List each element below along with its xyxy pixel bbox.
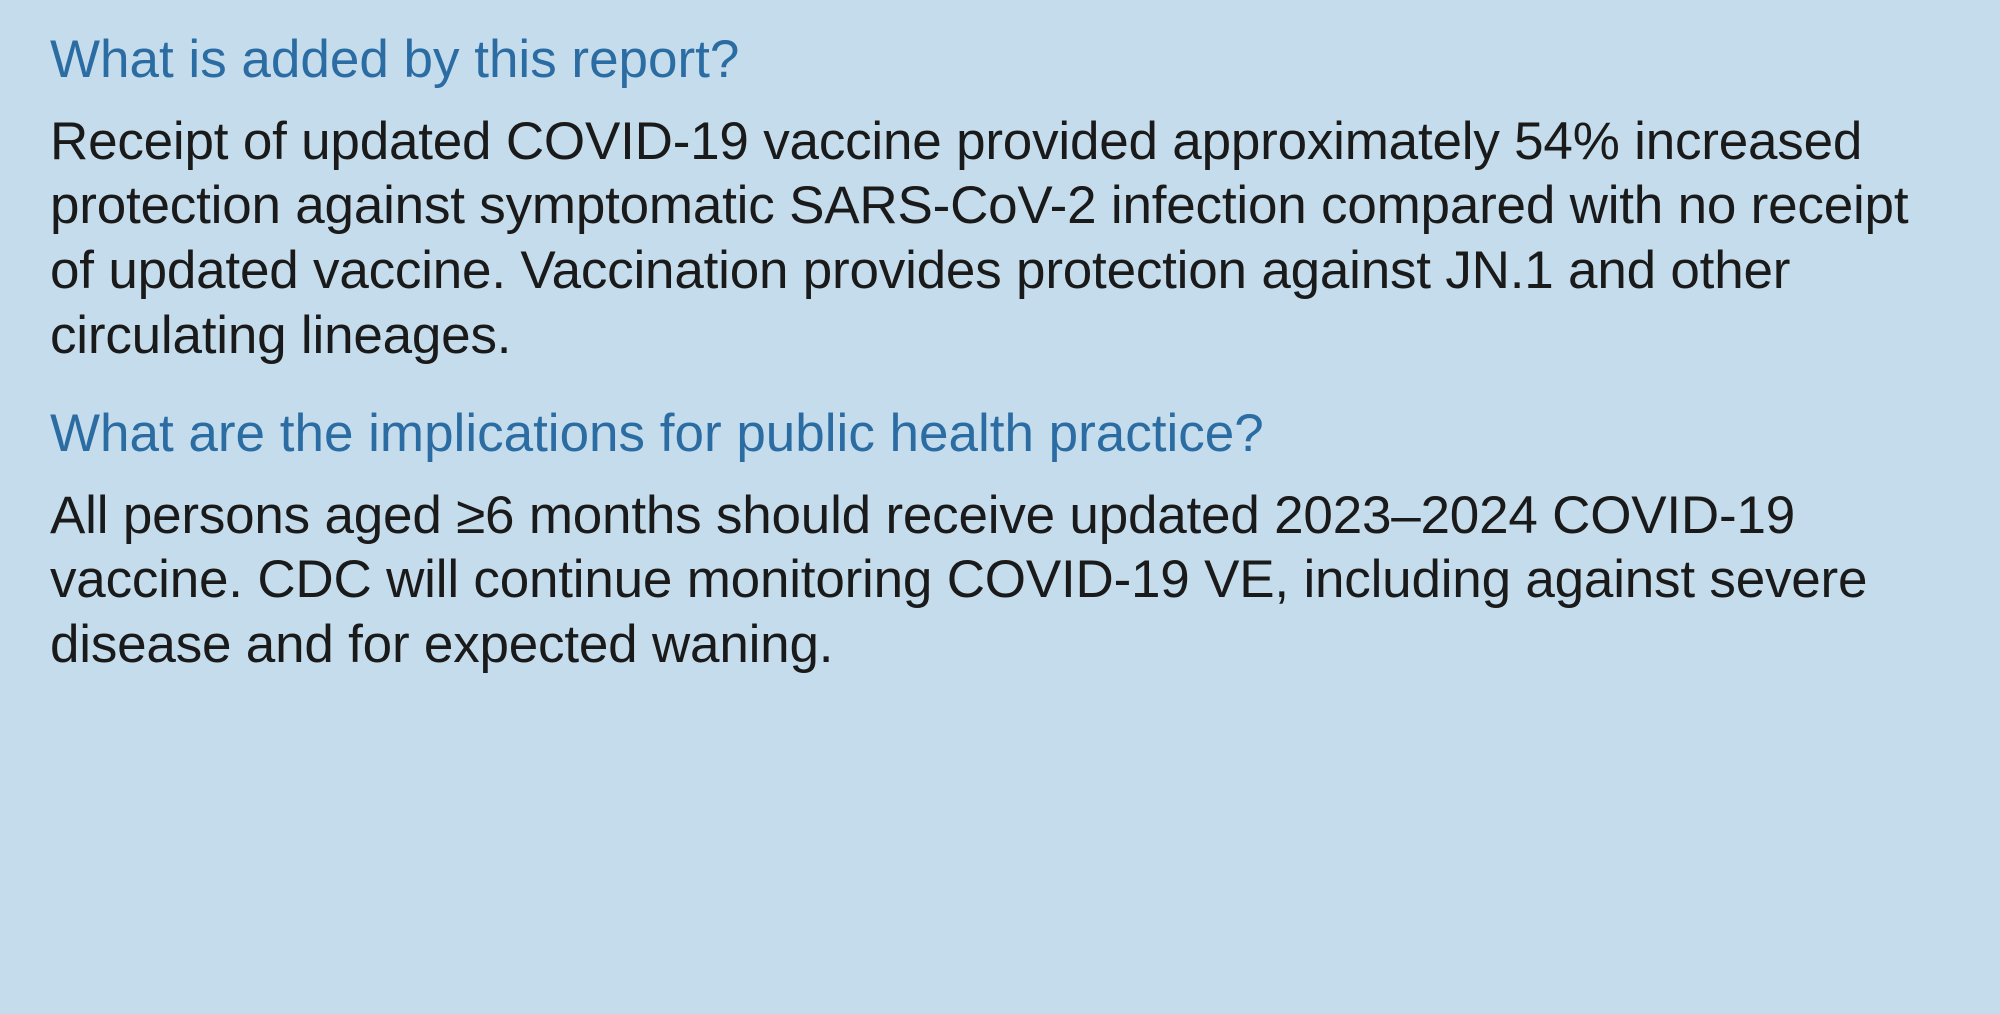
section-body-added: Receipt of updated COVID-19 vaccine prov… — [50, 110, 1950, 369]
section-heading-implications: What are the implications for public hea… — [50, 402, 1950, 466]
section-heading-added: What is added by this report? — [50, 28, 1950, 92]
section-body-implications: All persons aged ≥6 months should receiv… — [50, 484, 1950, 678]
